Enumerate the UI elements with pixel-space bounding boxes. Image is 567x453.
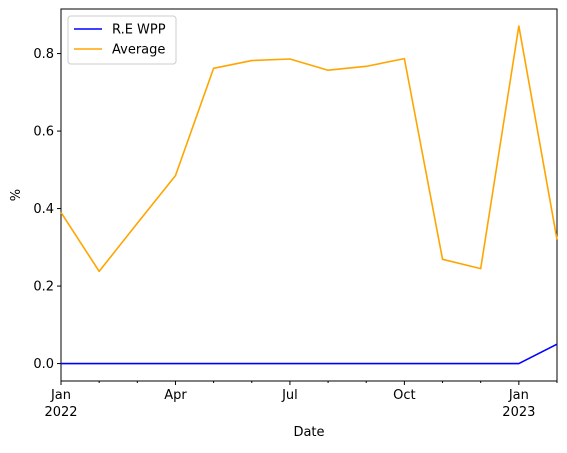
- series-line-1: [60, 25, 558, 273]
- plot-area-frame: [60, 8, 558, 382]
- x-tick-year-label: 2023: [502, 405, 535, 420]
- series-layer: [60, 25, 558, 365]
- y-tick-label: 0.4: [33, 202, 54, 217]
- x-tick-label: Oct: [393, 388, 415, 403]
- y-axis: 0.0 0.2 0.4 0.6 0.8: [33, 47, 61, 372]
- legend-box: [67, 15, 177, 65]
- x-axis: Jan 2022 Apr Jul Oct Jan 2023: [44, 381, 558, 420]
- legend-label: Average: [112, 43, 165, 58]
- x-tick-label: Jul: [281, 388, 298, 403]
- series-line-0: [61, 343, 558, 365]
- y-tick-label: 0.0: [33, 357, 54, 372]
- x-tick-year-label: 2022: [44, 405, 77, 420]
- y-tick-label: 0.2: [33, 280, 54, 295]
- legend-label: R.E WPP: [112, 23, 166, 38]
- x-tick-label: Jan: [50, 388, 71, 403]
- legend: R.E WPP Average: [67, 15, 177, 65]
- y-tick-label: 0.8: [33, 47, 54, 62]
- x-axis-label: Date: [293, 425, 324, 440]
- x-tick-label: Apr: [164, 388, 187, 403]
- y-tick-label: 0.6: [33, 125, 54, 140]
- y-axis-label: %: [9, 189, 24, 201]
- x-tick-label: Jan: [508, 388, 529, 403]
